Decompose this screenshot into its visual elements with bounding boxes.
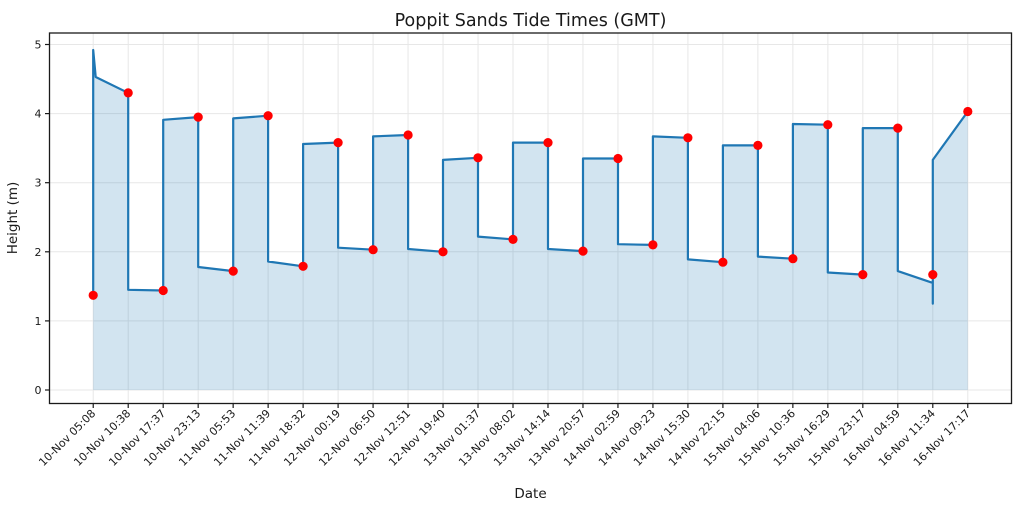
- y-tick-label: 0: [35, 384, 42, 397]
- tide-point: [963, 106, 973, 117]
- tide-point: [193, 112, 203, 122]
- tide-point: [473, 153, 483, 163]
- tide-point: [438, 247, 448, 257]
- tide-point: [858, 270, 868, 280]
- y-axis-label: Height (m): [5, 182, 21, 255]
- chart-title: Poppit Sands Tide Times (GMT): [395, 11, 667, 31]
- tide-point: [403, 130, 413, 140]
- y-tick-label: 5: [35, 39, 42, 52]
- tide-point: [718, 257, 728, 267]
- tide-point: [543, 138, 553, 148]
- tide-point: [123, 88, 133, 98]
- tide-area: [93, 50, 968, 390]
- plot-border: [48, 32, 1013, 405]
- y-tick-label: 4: [35, 108, 42, 121]
- tide-point: [788, 254, 798, 264]
- tide-point: [683, 133, 693, 143]
- y-tick-label: 3: [35, 177, 42, 190]
- tide-point: [753, 140, 763, 150]
- tide-point: [823, 120, 833, 130]
- tide-point: [263, 111, 273, 121]
- tide-point: [88, 290, 98, 300]
- tide-point: [928, 270, 938, 280]
- tide-point: [368, 245, 378, 255]
- y-tick-label: 1: [35, 315, 42, 328]
- y-axis: 0 1 2 3 4 5: [35, 39, 50, 397]
- tide-point: [158, 285, 168, 296]
- tide-markers: [88, 88, 973, 300]
- x-axis-label: Date: [514, 486, 546, 502]
- tide-point: [613, 153, 623, 164]
- tide-point: [508, 234, 518, 244]
- tide-point: [893, 123, 903, 133]
- tide-point: [648, 240, 658, 250]
- tide-line: [92, 48, 969, 305]
- tide-point: [228, 266, 238, 276]
- y-tick-label: 2: [35, 246, 42, 259]
- tide-point: [578, 246, 588, 256]
- tide-point: [333, 138, 343, 148]
- tide-point: [298, 261, 308, 271]
